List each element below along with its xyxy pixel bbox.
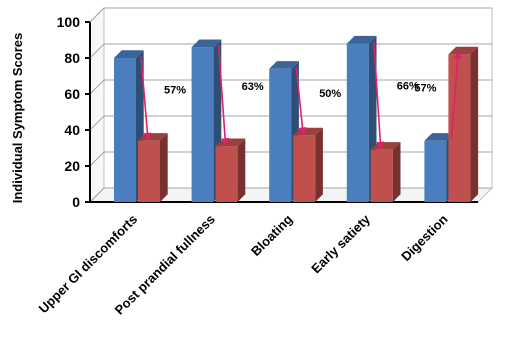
change-arrow bbox=[295, 66, 307, 136]
bar-before bbox=[191, 39, 222, 203]
change-percent-label: 63% bbox=[242, 81, 264, 93]
bar-before bbox=[346, 35, 377, 203]
bar-before-front bbox=[114, 58, 136, 202]
bar-after-front bbox=[370, 149, 393, 202]
change-percent-label: 57% bbox=[164, 84, 186, 96]
bar-after-front bbox=[293, 135, 316, 202]
change-arrow bbox=[373, 41, 385, 150]
bar-before-front bbox=[191, 47, 214, 203]
bar-before-top bbox=[191, 39, 222, 48]
change-arrow bbox=[140, 55, 152, 141]
change-arrow bbox=[450, 50, 462, 139]
y-tick-label: 60 bbox=[64, 86, 80, 102]
bar-before-top bbox=[346, 35, 377, 44]
change-percent-label: 66% bbox=[397, 80, 419, 92]
bars bbox=[114, 35, 479, 203]
bar-after-side bbox=[315, 127, 323, 202]
bar-before-front bbox=[269, 68, 292, 202]
bar-before-front bbox=[346, 43, 369, 202]
y-tick-label: 20 bbox=[64, 158, 80, 174]
category-label: Early satiety bbox=[308, 211, 373, 276]
change-percent-label: 57% bbox=[414, 82, 436, 94]
bar-after-side bbox=[392, 142, 401, 202]
bar-after-side bbox=[160, 133, 168, 202]
bar-after bbox=[138, 133, 168, 202]
side-wall bbox=[89, 6, 105, 204]
bar-before-top bbox=[269, 61, 299, 69]
y-tick-label: 0 bbox=[72, 194, 80, 210]
bar-after bbox=[293, 127, 323, 202]
category-label: Digestion bbox=[398, 211, 451, 264]
bar-before-front bbox=[424, 140, 447, 202]
bar-after bbox=[215, 138, 246, 202]
y-tick-label: 40 bbox=[64, 122, 80, 138]
change-arrow bbox=[217, 45, 230, 147]
y-axis-label: Individual Symptom Scores bbox=[10, 33, 25, 204]
bar-after bbox=[448, 46, 479, 203]
gridline bbox=[89, 7, 492, 23]
bar-after-front bbox=[448, 54, 471, 203]
bar-before-top bbox=[114, 50, 144, 58]
bar-after-side bbox=[237, 138, 246, 202]
bar-after bbox=[370, 142, 401, 202]
bar-after-side bbox=[470, 46, 479, 203]
bar-after-front bbox=[215, 146, 238, 202]
category-label: Bloating bbox=[248, 211, 295, 258]
y-tick-label: 80 bbox=[64, 50, 80, 66]
change-arrows bbox=[140, 41, 462, 150]
bar-after-front bbox=[138, 140, 160, 202]
change-percent-label: 50% bbox=[319, 88, 341, 100]
y-tick-label: 100 bbox=[57, 14, 81, 30]
bar-before-top bbox=[424, 133, 455, 141]
